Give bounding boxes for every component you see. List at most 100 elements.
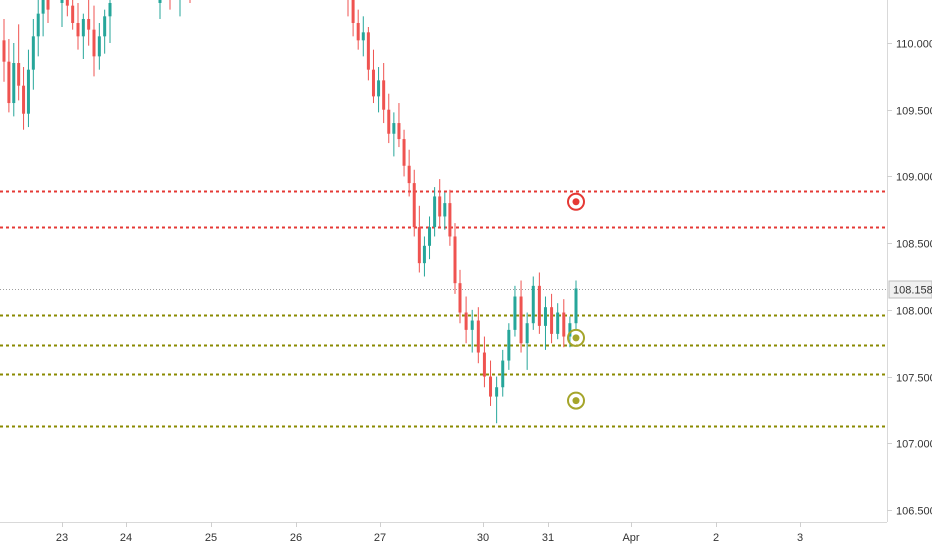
time-tick-label-6: 30 — [477, 532, 489, 544]
candle-body-30 — [371, 69, 375, 97]
candle-body-17 — [92, 29, 96, 57]
candle-body-16 — [87, 18, 91, 30]
candle-body-48 — [464, 312, 468, 330]
price-tick-label-2: 109.500 — [896, 106, 932, 118]
price-tick-label-1: 110.000 — [896, 39, 932, 51]
candle-body-46 — [453, 236, 457, 284]
candle-body-61 — [543, 307, 547, 326]
candle-body-9 — [41, 0, 45, 14]
candle-body-39 — [417, 227, 421, 264]
candle-body-49 — [470, 320, 474, 330]
candle-body-13 — [71, 5, 75, 23]
candle-body-2 — [7, 61, 11, 104]
candle-body-33 — [387, 109, 391, 134]
candle-body-54 — [501, 360, 505, 388]
candle-body-20 — [108, 2, 112, 17]
time-tick-label-7: 31 — [542, 532, 554, 544]
target-olive-marker-3 — [567, 391, 585, 410]
price-tick-label-4: 108.500 — [896, 239, 932, 251]
candle-body-18 — [97, 36, 101, 57]
candle-body-51 — [482, 352, 486, 377]
time-tick-label-8: Apr — [622, 532, 639, 544]
marker-dot-1 — [572, 198, 580, 206]
candle-body-52 — [489, 376, 493, 397]
time-tick-label-1: 23 — [56, 532, 68, 544]
price-tick-label-5: 108.000 — [896, 306, 932, 318]
candle-body-31 — [377, 80, 381, 97]
price-tick-label-8: 106.500 — [896, 506, 932, 518]
candle-body-14 — [76, 22, 80, 37]
candle-body-64 — [562, 312, 566, 337]
time-tick-label-10: 3 — [797, 532, 803, 544]
candle-body-4 — [17, 63, 21, 86]
target-red-marker-1 — [567, 192, 585, 211]
marker-ring-2 — [567, 328, 585, 347]
target-markers — [567, 192, 585, 410]
price-tick-label-6: 107.500 — [896, 373, 932, 385]
candle-body-32 — [382, 80, 386, 110]
candle-body-1 — [2, 40, 6, 62]
candle-body-58 — [525, 323, 529, 344]
candle-body-56 — [513, 296, 517, 330]
candle-body-3 — [12, 63, 16, 104]
candle-body-65 — [568, 323, 572, 337]
time-tick-label-3: 25 — [205, 532, 217, 544]
time-axis[interactable]: 23 24 25 26 27 30 31 Apr 2 3 — [56, 522, 803, 544]
candle-body-63 — [556, 312, 560, 334]
time-tick-label-4: 26 — [290, 532, 302, 544]
candle-body-57 — [519, 296, 523, 344]
candle-body-19 — [103, 16, 107, 37]
candle-body-11 — [60, 0, 64, 3]
candlestick-series — [2, 0, 578, 424]
candle-body-40 — [422, 245, 426, 264]
candle-body-37 — [407, 165, 411, 184]
candle-body-44 — [443, 203, 447, 217]
horizontal-levels — [0, 190, 887, 428]
candle-body-5 — [22, 85, 26, 114]
candle-body-45 — [448, 203, 452, 237]
candle-body-29 — [366, 32, 370, 70]
candle-body-26 — [351, 0, 355, 23]
candle-body-15 — [81, 18, 85, 37]
last-price-tag-box — [888, 280, 932, 299]
price-axis[interactable]: 110.000 109.500 109.000 108.500 108.000 107.5… — [887, 39, 932, 518]
time-tick-label-2: 24 — [120, 532, 132, 544]
marker-ring-1 — [567, 192, 585, 211]
last-price-tag-label: 108.158 — [893, 285, 932, 297]
candle-body-53 — [495, 387, 499, 397]
candle-body-42 — [433, 196, 437, 228]
marker-dot-3 — [572, 397, 580, 405]
price-tick-label-7: 107.000 — [896, 439, 932, 451]
candle-body-21 — [158, 0, 162, 3]
target-olive-marker-2 — [567, 328, 585, 347]
candle-body-55 — [507, 329, 511, 361]
candle-body-28 — [361, 32, 365, 41]
last-price-tag: 108.158 — [888, 280, 932, 299]
candle-body-34 — [392, 123, 396, 134]
candle-body-36 — [402, 139, 406, 166]
candle-body-59 — [531, 285, 535, 324]
candle-body-12 — [65, 0, 69, 6]
candle-body-8 — [36, 13, 40, 37]
candle-body-43 — [438, 196, 442, 217]
candle-body-47 — [458, 283, 462, 313]
candle-body-35 — [397, 123, 401, 140]
candle-body-50 — [476, 320, 480, 353]
candle-body-60 — [537, 285, 541, 326]
candle-body-6 — [26, 69, 30, 114]
candle-body-62 — [550, 307, 554, 334]
candle-body-66 — [574, 288, 578, 324]
candle-body-7 — [31, 36, 35, 70]
marker-dot-2 — [572, 334, 580, 342]
time-tick-label-5: 27 — [374, 532, 386, 544]
price-tick-label-3: 109.000 — [896, 172, 932, 184]
marker-ring-3 — [567, 391, 585, 410]
candle-body-38 — [412, 183, 416, 228]
time-tick-label-9: 2 — [713, 532, 719, 544]
candle-body-41 — [428, 227, 432, 246]
candle-body-27 — [356, 22, 360, 41]
candle-body-10 — [46, 0, 50, 10]
